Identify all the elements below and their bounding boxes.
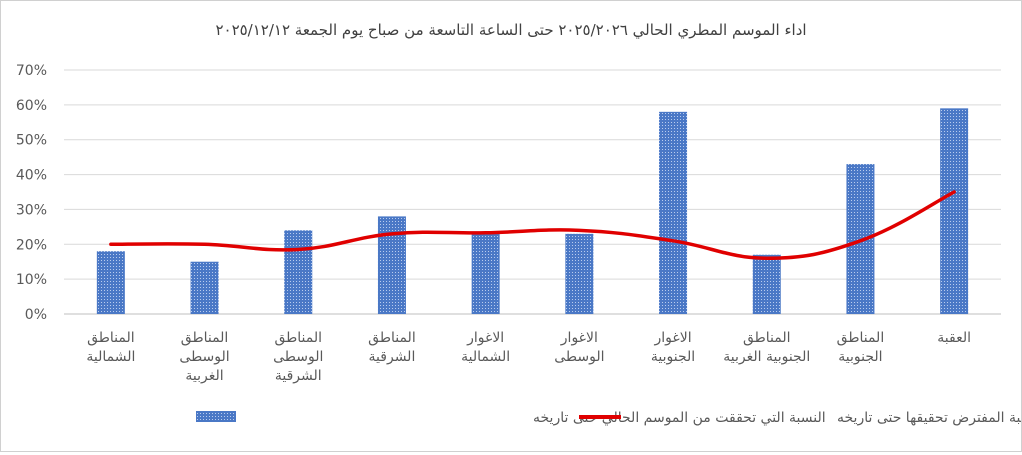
bar (284, 230, 312, 314)
y-tick-label: 10% (16, 272, 47, 288)
bar (472, 234, 500, 314)
legend-line-label: النسبة المفترض تحقيقها حتى تاريخه (837, 410, 1021, 426)
y-tick-label: 60% (16, 98, 47, 114)
bar (753, 255, 781, 314)
y-tick-label: 40% (16, 168, 47, 184)
bar (659, 112, 687, 314)
bar (97, 251, 125, 314)
y-tick-label: 0% (25, 307, 47, 323)
y-axis: 0% 10% 20% 30% 40% 50% 60% 70% (16, 63, 47, 323)
y-tick-label: 70% (16, 63, 47, 79)
bar (191, 262, 219, 314)
bar-series (97, 108, 968, 314)
bar (378, 216, 406, 314)
x-tick-label: العقبة (937, 330, 971, 346)
legend-bar-swatch (196, 411, 236, 422)
chart-title: اداء الموسم المطري الحالي ٢٠٢٥/٢٠٢٦ حتى … (215, 21, 806, 40)
legend: النسبة التي تحققت من الموسم الحالي حتى ت… (196, 410, 1021, 426)
y-tick-label: 50% (16, 133, 47, 149)
bar (940, 108, 968, 314)
legend-bar-label: النسبة التي تحققت من الموسم الحالي حتى ت… (533, 410, 826, 426)
bar (565, 234, 593, 314)
y-tick-label: 30% (16, 202, 47, 218)
y-tick-label: 20% (16, 237, 47, 253)
line-series-path (111, 192, 954, 258)
line-series (111, 192, 954, 258)
